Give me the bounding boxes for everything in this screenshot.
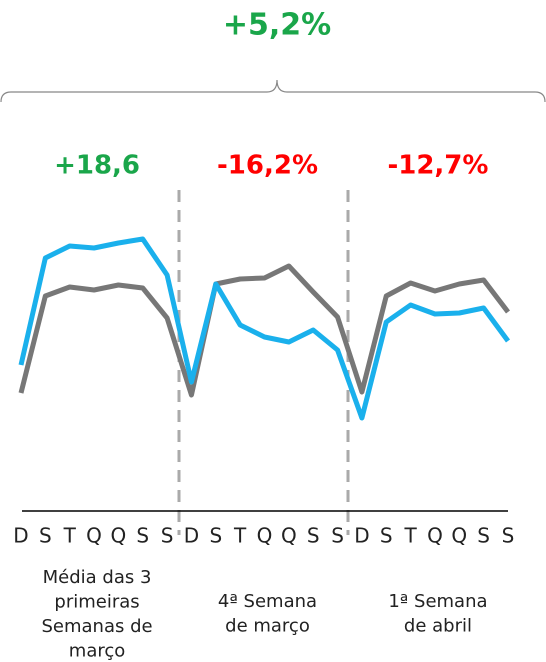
x-tick-label: S [136, 524, 149, 548]
group-label: -12,7% [387, 151, 488, 181]
x-tick-label: Q [86, 524, 102, 548]
x-tick-label: Q [257, 524, 273, 548]
x-tick-label: S [307, 524, 320, 548]
group-caption: 1ª Semana [388, 591, 487, 612]
series-line [18, 236, 511, 421]
brace [0, 79, 546, 103]
x-tick-label: Q [451, 524, 467, 548]
x-tick-label: D [354, 524, 369, 548]
group-caption: de abril [404, 616, 472, 637]
group-caption: março [69, 641, 125, 662]
x-tick-label: Q [111, 524, 127, 548]
x-tick-label: S [380, 524, 393, 548]
total-label: +5,2% [223, 8, 331, 43]
x-tick-label: S [161, 524, 174, 548]
x-tick-label: T [63, 524, 77, 548]
group-caption: Média das 3 [43, 567, 152, 588]
x-tick-label: Q [427, 524, 443, 548]
series-line [18, 263, 510, 398]
x-tick-label: S [331, 524, 344, 548]
group-caption: de março [225, 616, 310, 637]
x-tick-label: S [209, 524, 222, 548]
group-caption: 4ª Semana [218, 591, 317, 612]
x-tick-label: S [477, 524, 490, 548]
x-tick-label: S [39, 524, 52, 548]
group-caption: primeiras [54, 592, 139, 613]
x-tick-label: T [233, 524, 247, 548]
group-label: -16,2% [217, 151, 318, 181]
group-label: +18,6 [54, 151, 140, 181]
x-tick-label: D [184, 524, 199, 548]
x-tick-label: Q [281, 524, 297, 548]
group-caption: Semanas de [41, 616, 152, 637]
x-tick-label: S [502, 524, 515, 548]
x-tick-label: D [13, 524, 28, 548]
x-tick-label: T [403, 524, 417, 548]
